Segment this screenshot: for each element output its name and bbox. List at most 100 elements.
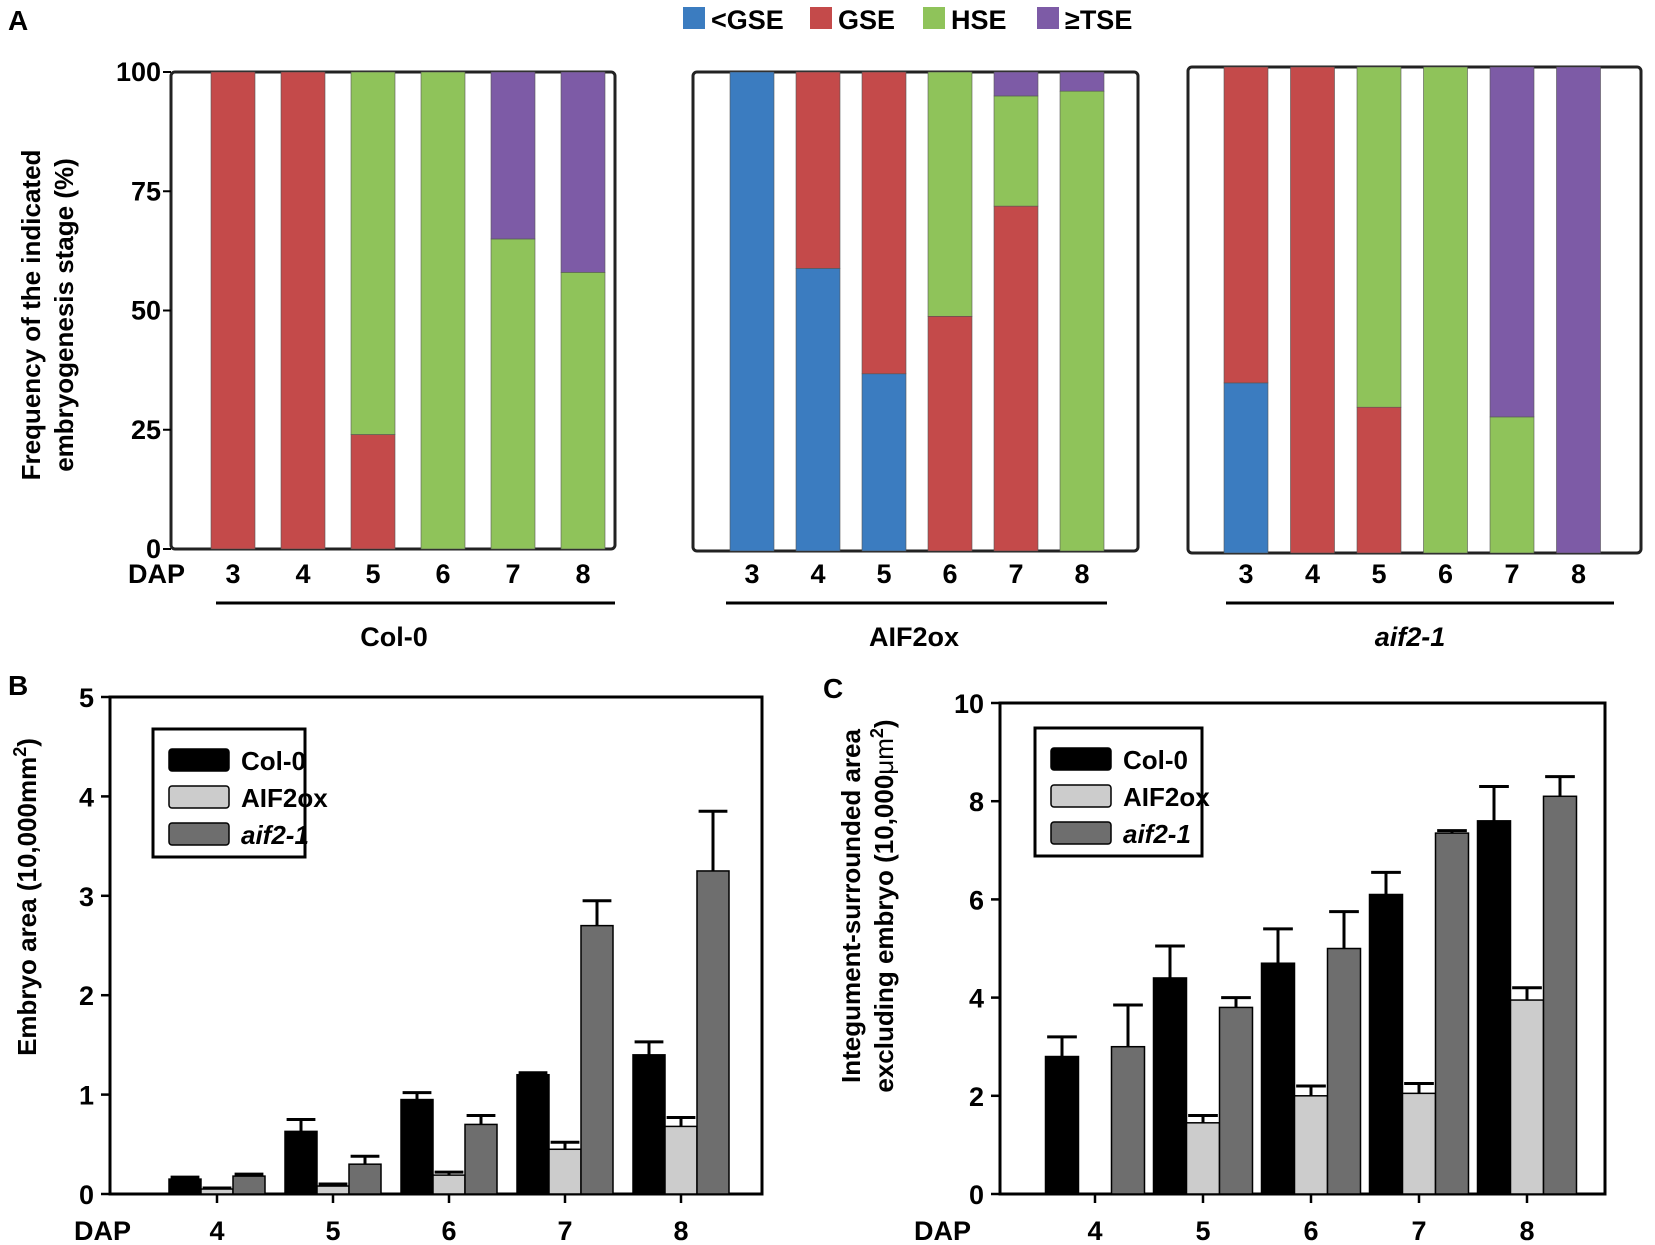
- panel-a-bar-0-4-3: [490, 71, 536, 240]
- panel-a-bar-1-5-3: [1059, 71, 1105, 92]
- panel-a-xtick-2-3: 6: [1438, 559, 1453, 589]
- panel-c-bar-3-1: [1401, 1092, 1437, 1195]
- panel-b-ytick-1: 1: [79, 1081, 94, 1111]
- legend-label-0: <GSE: [711, 5, 784, 35]
- panel-a-bar-0-5-3: [560, 71, 606, 273]
- panel-a-bar-2-3-2: [1423, 66, 1468, 554]
- panel-a-group-name-1: AIF2ox: [869, 622, 959, 652]
- panel-c-bar-4-1: [1509, 999, 1545, 1195]
- panel-label-a: A: [8, 5, 28, 36]
- panel-b-bar-3-2: [580, 924, 614, 1195]
- panel-a-xtick-2-5: 8: [1571, 559, 1586, 589]
- panel-a-bar-2-2-1: [1356, 406, 1402, 554]
- panel-c-legend-swatch-0: [1050, 747, 1112, 771]
- panel-a-bar-1-0-0: [729, 71, 775, 552]
- legend-swatch-1: [810, 7, 832, 29]
- panel-b-legend-swatch-2: [168, 822, 230, 846]
- panel-a-group-name-2: aif2-1: [1375, 622, 1446, 652]
- panel-b-legend-label-2: aif2-1: [241, 820, 309, 850]
- panel-c-ylabel-line1: Integument-surrounded area: [836, 728, 866, 1082]
- panel-a-bar-1-4-3: [993, 71, 1039, 97]
- panel-c-xtick-2: 6: [1303, 1216, 1318, 1245]
- panel-a-xtick-1-5: 8: [1074, 559, 1089, 589]
- panel-c-xtick-3: 7: [1411, 1216, 1426, 1245]
- panel-a-bar-2-1-1: [1290, 66, 1335, 554]
- legend-panel-a: <GSE GSE HSE ≥TSE: [683, 5, 1132, 35]
- panel-c-ytick-2: 4: [969, 984, 984, 1014]
- panel-b-ylabel-sup: 2: [10, 747, 30, 757]
- panel-a-bar-1-4-2: [993, 95, 1039, 207]
- panel-c-ytick-5: 10: [954, 689, 984, 719]
- panel-a-stacked-bars: 3 4 5 6 7 8 Col-0 0 25 50 75 100 DAP 3 4 5 6 7 8 AIF2ox 3 4 5 6…: [116, 57, 1643, 652]
- panel-c-bar-2-2: [1326, 947, 1362, 1195]
- panel-c-ytick-1: 2: [969, 1082, 984, 1112]
- panel-a-xtick-2-4: 7: [1504, 559, 1519, 589]
- panel-a-bar-2-5-3: [1556, 66, 1601, 554]
- panel-a-bar-1-2-1: [861, 71, 907, 375]
- panel-label-b: B: [8, 670, 28, 701]
- panel-b-xlabel: DAP: [74, 1216, 131, 1245]
- panel-a-group-name-0: Col-0: [360, 622, 428, 652]
- panel-a-ytick-3: 75: [131, 176, 161, 206]
- panel-b-bar-2-0: [400, 1098, 434, 1195]
- panel-b-ytick-5: 5: [79, 683, 94, 713]
- panel-b-ylabel: Embryo area (10,000mm2): [10, 738, 42, 1056]
- legend-label-1: GSE: [838, 5, 895, 35]
- panel-c-ylabel-line2: excluding embryo (10,000μm2): [867, 719, 899, 1092]
- panel-a-xtick-1-3: 6: [942, 559, 957, 589]
- legend-swatch-0: [683, 7, 705, 29]
- panel-c-bar-1-1: [1185, 1122, 1221, 1195]
- panel-a-ytick-1: 25: [131, 415, 161, 445]
- panel-a-bar-1-3-2: [927, 71, 973, 317]
- panel-b-bar-4-0: [632, 1054, 666, 1195]
- panel-a-bar-0-5-2: [560, 272, 606, 550]
- panel-b-bar-0-1: [200, 1188, 234, 1195]
- panel-c-xtick-1: 5: [1195, 1216, 1210, 1245]
- panel-c-xtick-0: 4: [1087, 1216, 1102, 1245]
- panel-b-xtick-0: 4: [209, 1216, 224, 1245]
- panel-a-bar-0-0-1: [210, 71, 256, 550]
- panel-c-legend-swatch-1: [1050, 784, 1112, 808]
- panel-a-bar-2-2-2: [1356, 66, 1402, 408]
- panel-a-ylabel-line1: Frequency of the indicated: [16, 150, 46, 481]
- panel-c-bar-0-2: [1110, 1045, 1146, 1195]
- panel-c-ytick-4: 8: [969, 787, 984, 817]
- panel-c-bar-2-0: [1260, 962, 1296, 1195]
- panel-b-bar-0-2: [232, 1175, 266, 1195]
- panel-c-xlabel: DAP: [914, 1216, 971, 1245]
- panel-a-ylabel-line2: embryogenesis stage (%): [49, 158, 79, 472]
- panel-a-bar-2-0-1: [1223, 66, 1269, 384]
- panel-c-bar-3-0: [1368, 893, 1404, 1195]
- panel-a-bar-2-4-2: [1489, 416, 1535, 554]
- panel-b-ytick-4: 4: [79, 782, 94, 812]
- panel-b-bar-chart: 0 1 2 3 4 5 4 5 6 7 8 DAP Col-0 AIF2ox aif2-1: [74, 683, 764, 1245]
- panel-b-bar-4-1: [664, 1125, 698, 1195]
- legend-swatch-2: [923, 7, 945, 29]
- panel-b-xtick-2: 6: [441, 1216, 456, 1245]
- panel-a-ytick-4: 100: [116, 57, 161, 87]
- panel-a-bar-1-2-0: [861, 373, 907, 552]
- panel-b-bar-0-0: [168, 1178, 202, 1195]
- panel-a-xtick-1-1: 4: [810, 559, 825, 589]
- panel-b-ytick-0: 0: [79, 1180, 94, 1210]
- panel-b-ytick-3: 3: [79, 882, 94, 912]
- panel-a-xtick-1-0: 3: [744, 559, 759, 589]
- panel-a-bar-0-2-1: [350, 434, 396, 550]
- panel-a-bar-1-5-2: [1059, 90, 1105, 552]
- panel-a-xtick-1-2: 5: [876, 559, 891, 589]
- panel-a-bar-2-0-0: [1223, 382, 1269, 554]
- panel-c-ylabel-sup: 2: [867, 728, 887, 738]
- panel-c-bar-3-2: [1434, 832, 1470, 1195]
- panel-c-legend-swatch-2: [1050, 821, 1112, 845]
- panel-b-bar-2-2: [464, 1123, 498, 1195]
- panel-b-bar-3-0: [516, 1073, 550, 1195]
- panel-a-bar-1-1-0: [795, 268, 841, 552]
- panel-b-legend-swatch-1: [168, 785, 230, 809]
- panel-a-bar-1-1-1: [795, 71, 841, 269]
- panel-a-ytick-0: 0: [146, 534, 161, 564]
- panel-a-bar-1-4-1: [993, 205, 1039, 552]
- panel-b-bar-2-1: [432, 1174, 466, 1195]
- panel-c-bar-0-0: [1044, 1055, 1080, 1195]
- panel-c-legend-label-1: AIF2ox: [1123, 782, 1210, 812]
- panel-c-ytick-0: 0: [969, 1180, 984, 1210]
